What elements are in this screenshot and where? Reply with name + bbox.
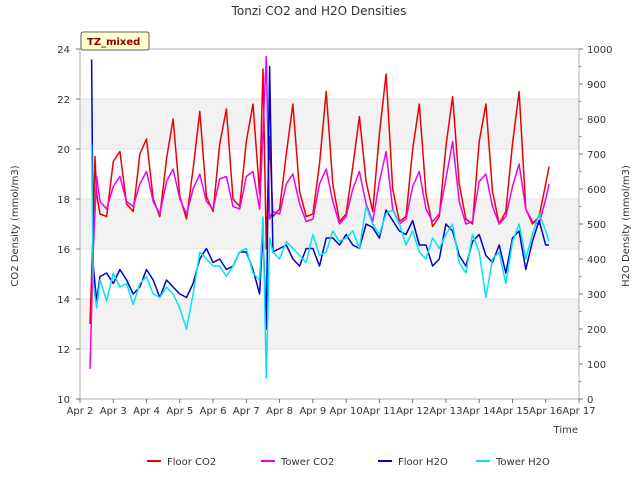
y-tick-label: 22: [57, 95, 70, 106]
y-axis-left-title: CO2 Density (mmol/m3): [10, 165, 21, 286]
y2-tick-label: 1000: [587, 45, 612, 56]
x-tick-label: Apr 14: [463, 406, 496, 417]
x-tick-label: Apr 17: [562, 406, 595, 417]
x-tick-label: Apr 5: [166, 406, 193, 417]
legend: Floor CO2 Tower CO2 Floor H2O Tower H2O: [147, 457, 550, 468]
y-axis-right-ticks: 0 100 200 300 400 500 600 700 800 900 1000: [579, 45, 612, 406]
series-line-tower-co2: [89, 55, 550, 370]
y2-tick-label: 400: [587, 255, 606, 266]
y-axis-right-title: H2O Density (mmol/m3): [621, 165, 632, 287]
y-tick-label: 12: [57, 345, 70, 356]
x-tick-label: Apr 4: [133, 406, 160, 417]
site-badge-box: [80, 31, 150, 51]
x-tick-label: Apr 12: [396, 406, 429, 417]
y-tick-label: 16: [57, 245, 70, 256]
site-badge: TZ_mixed: [80, 31, 150, 51]
y2-tick-label: 600: [587, 185, 606, 196]
site-badge-label: TZ_mixed: [87, 37, 140, 48]
x-tick-label: Apr 15: [496, 406, 529, 417]
y2-tick-label: 900: [587, 80, 606, 91]
series-lines: [89, 55, 550, 379]
x-axis-title: Time: [553, 425, 578, 436]
x-axis-ticks: Apr 2 Apr 3 Apr 4 Apr 5 Apr 6 Apr 7 Apr 8 Apr 9…: [67, 399, 596, 417]
shaded-band: [80, 299, 579, 349]
y2-tick-label: 300: [587, 290, 606, 301]
y-tick-label: 24: [57, 45, 70, 56]
x-tick-label: Apr 13: [429, 406, 462, 417]
y-tick-label: 10: [57, 395, 70, 406]
x-tick-label: Apr 8: [266, 406, 293, 417]
y-tick-label: 20: [57, 145, 70, 156]
legend-label: Tower H2O: [495, 457, 550, 468]
y2-tick-label: 800: [587, 115, 606, 126]
legend-label: Tower CO2: [280, 457, 334, 468]
x-tick-label: Apr 7: [233, 406, 260, 417]
y2-tick-label: 700: [587, 150, 606, 161]
y-tick-label: 14: [57, 295, 70, 306]
y-tick-label: 18: [57, 195, 70, 206]
y2-tick-label: 0: [587, 395, 593, 406]
y2-tick-label: 200: [587, 325, 606, 336]
legend-label: Floor H2O: [398, 457, 448, 468]
y2-tick-label: 500: [587, 220, 606, 231]
x-tick-label: Apr 3: [100, 406, 127, 417]
x-tick-label: Apr 6: [200, 406, 227, 417]
x-tick-label: Apr 9: [299, 406, 326, 417]
x-tick-label: Apr 11: [363, 406, 396, 417]
x-tick-label: Apr 2: [67, 406, 94, 417]
legend-label: Floor CO2: [167, 457, 216, 468]
y-axis-left-ticks: 10 12 14 16 18 20 22 24: [57, 45, 80, 406]
x-tick-label: Apr 16: [529, 406, 562, 417]
chart-title: Tonzi CO2 and H2O Densities: [231, 4, 407, 18]
x-tick-label: Apr 10: [330, 406, 363, 417]
series-line-tower-h2o: [90, 143, 550, 379]
y2-tick-label: 100: [587, 360, 606, 371]
